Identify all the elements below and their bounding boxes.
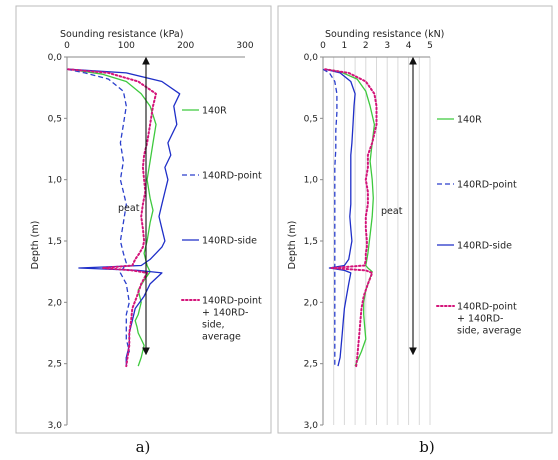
panel-a-x-axis-title: Sounding resistance (kPa) (60, 29, 183, 40)
chart-panel-b: Sounding resistance (kN) Depth (m) 0 1 2 3 4… (277, 5, 553, 434)
y-tick-label: 0,0 (304, 53, 319, 63)
series-line-3 (69, 68, 181, 367)
y-tick-label: 3,0 (304, 421, 319, 431)
series-line-2 (66, 68, 130, 367)
y-tick-label: 1,5 (304, 237, 318, 247)
panel-b-label: b) (419, 438, 434, 456)
x-tick-label: 2 (363, 41, 369, 51)
y-tick-label: 2,5 (304, 360, 318, 370)
legend-label: 140RD-point + 140RD-side, average (457, 302, 522, 337)
y-tick-label: 1,5 (48, 237, 62, 247)
panel-a-y-axis-title: Depth (m) (30, 221, 41, 270)
panel-b-frame (277, 5, 553, 434)
panel-b-y-axis-title: Depth (m) (287, 221, 298, 270)
y-tick-label: 1,0 (48, 176, 63, 186)
y-tick-label: 2,0 (304, 298, 319, 308)
peat-annotation: peat (381, 206, 403, 217)
series-line-3 (324, 68, 356, 367)
peat-annotation: peat (118, 203, 140, 214)
x-tick-label: 300 (236, 41, 253, 51)
y-tick-label: 2,0 (48, 298, 63, 308)
x-tick-label: 100 (118, 41, 135, 51)
y-tick-label: 0,5 (304, 114, 318, 124)
legend-label: 140R (457, 115, 482, 126)
legend-label: 140R (202, 106, 227, 117)
series-line-1 (324, 68, 376, 367)
x-tick-label: 0 (64, 41, 70, 51)
x-tick-label: 5 (427, 41, 433, 51)
x-tick-label: 1 (342, 41, 348, 51)
x-tick-label: 3 (384, 41, 390, 51)
panel-b-x-axis-title: Sounding resistance (kN) (325, 29, 444, 40)
series-line-4 (67, 68, 157, 368)
x-tick-label: 200 (177, 41, 194, 51)
panel-a-label: a) (136, 438, 151, 456)
y-tick-label: 0,0 (48, 53, 63, 63)
panel-a-frame (15, 5, 272, 434)
chart-panel-a: Sounding resistance (kPa) Depth (m) 0 100… (15, 5, 272, 434)
series-line-4 (324, 68, 378, 368)
y-tick-label: 2,5 (48, 360, 62, 370)
legend-label: 140RD-point (202, 171, 262, 182)
series-line-2 (322, 68, 338, 367)
legend-label: 140RD-side (457, 241, 512, 252)
x-tick-label: 4 (406, 41, 412, 51)
y-tick-label: 1,0 (304, 176, 319, 186)
legend-label: 140RD-side (202, 236, 257, 247)
series-line-1 (69, 68, 157, 367)
legend-label: 140RD-point (457, 180, 517, 191)
y-tick-label: 0,5 (48, 114, 62, 124)
y-tick-label: 3,0 (48, 421, 63, 431)
legend-label: 140RD-point + 140RD-side, average (202, 296, 262, 343)
x-tick-label: 0 (320, 41, 326, 51)
